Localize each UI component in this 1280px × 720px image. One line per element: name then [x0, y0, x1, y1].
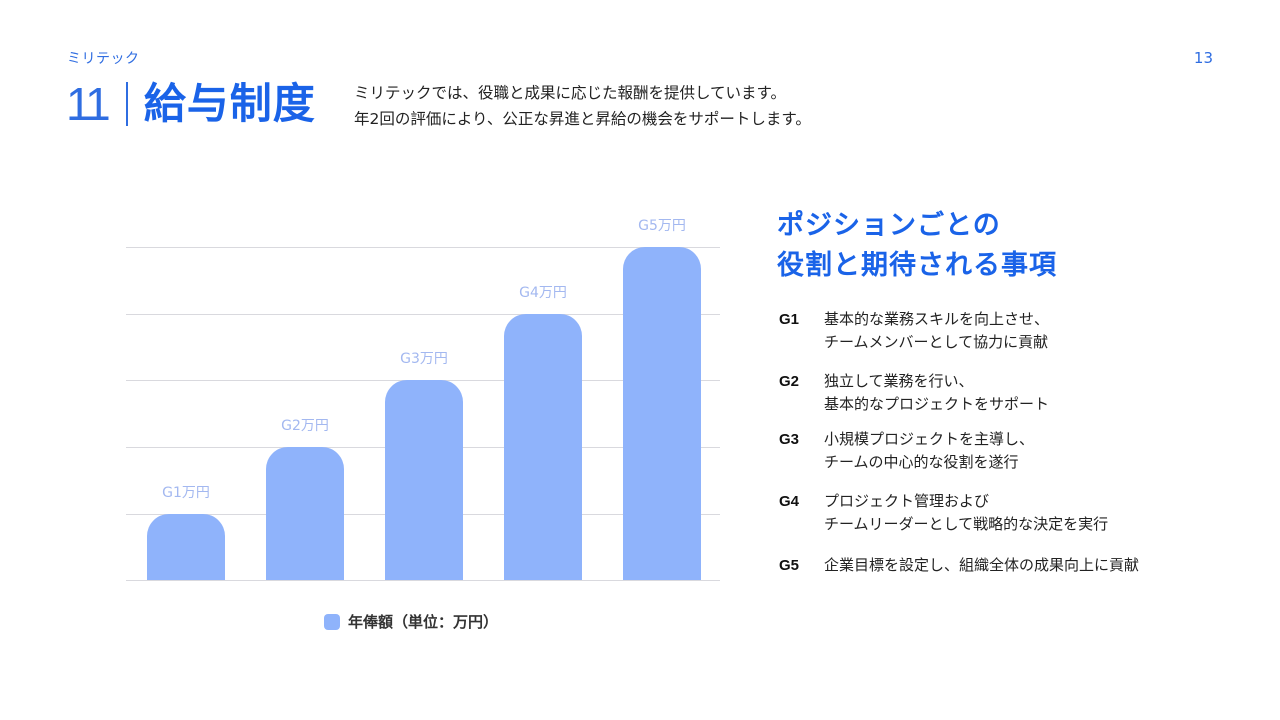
bar-label-g5: G5万円 [638, 218, 686, 234]
page-number: 13 [1193, 49, 1213, 67]
lead-text: ミリテックでは、役職と成果に応じた報酬を提供しています。 年2回の評価により、公… [354, 80, 811, 132]
role-item-g5: G5 企業目標を設定し、組織全体の成果向上に貢献 [779, 554, 1139, 577]
section-heading: 11 給与制度 [66, 76, 316, 132]
role-item-g3: G3 小規模プロジェクトを主導し、 チームの中心的な役割を遂行 [779, 428, 1034, 474]
role-line: 基本的な業務スキルを向上させ、 [824, 310, 1050, 328]
section-number: 11 [66, 78, 111, 130]
legend-swatch [324, 613, 340, 630]
bar-label-g3: G3万円 [400, 351, 448, 367]
gridline [126, 247, 720, 248]
lead-line-2: 年2回の評価により、公正な昇進と昇給の機会をサポートします。 [354, 110, 811, 128]
role-description: 独立して業務を行い、 基本的なプロジェクトをサポート [824, 370, 1049, 416]
role-line: プロジェクト管理および [824, 492, 990, 510]
role-line: 独立して業務を行い、 [824, 372, 974, 390]
role-description: 小規模プロジェクトを主導し、 チームの中心的な役割を遂行 [824, 428, 1034, 474]
role-line: チームの中心的な役割を遂行 [824, 453, 1019, 471]
roles-title-line-1: ポジションごとの [777, 210, 1001, 241]
lead-line-1: ミリテックでは、役職と成果に応じた報酬を提供しています。 [354, 84, 786, 102]
bar-label-g1: G1万円 [162, 485, 210, 501]
role-description: プロジェクト管理および チームリーダーとして戦略的な決定を実行 [824, 490, 1108, 536]
bar-g4 [504, 314, 582, 580]
salary-bar-chart: G1万円 G2万円 G3万円 G4万円 G5万円 年俸額（単位：万円） [126, 218, 720, 632]
chart-legend: 年俸額（単位：万円） [324, 611, 498, 632]
role-grade: G4 [779, 493, 800, 510]
role-line: チームリーダーとして戦略的な決定を実行 [824, 515, 1109, 533]
bar-g1 [147, 514, 225, 580]
bar-label-g2: G2万円 [281, 418, 329, 434]
role-description: 企業目標を設定し、組織全体の成果向上に貢献 [824, 554, 1139, 577]
role-description: 基本的な業務スキルを向上させ、 チームメンバーとして協力に貢献 [824, 308, 1049, 354]
heading-divider [125, 82, 128, 126]
role-grade: G2 [779, 373, 800, 390]
role-line: チームメンバーとして協力に貢献 [824, 333, 1049, 351]
gridline [126, 314, 720, 315]
roles-title: ポジションごとの 役割と期待される事項 [777, 206, 1057, 286]
bar-g5 [623, 247, 701, 580]
bar-g3 [385, 380, 463, 580]
role-line: 企業目標を設定し、組織全体の成果向上に貢献 [824, 556, 1140, 574]
bar-label-g4: G4万円 [519, 285, 567, 301]
role-item-g4: G4 プロジェクト管理および チームリーダーとして戦略的な決定を実行 [779, 490, 1108, 536]
bar-g2 [266, 447, 344, 580]
role-item-g2: G2 独立して業務を行い、 基本的なプロジェクトをサポート [779, 370, 1049, 416]
baseline [126, 580, 720, 581]
role-line: 小規模プロジェクトを主導し、 [824, 430, 1035, 448]
role-grade: G5 [779, 557, 800, 574]
role-grade: G3 [779, 431, 800, 448]
section-title: 給与制度 [143, 79, 316, 128]
legend-label: 年俸額（単位：万円） [348, 613, 499, 631]
brand-label: ミリテック [67, 51, 140, 67]
role-item-g1: G1 基本的な業務スキルを向上させ、 チームメンバーとして協力に貢献 [779, 308, 1049, 354]
role-line: 基本的なプロジェクトをサポート [824, 395, 1050, 413]
roles-title-line-2: 役割と期待される事項 [777, 250, 1057, 281]
role-grade: G1 [779, 311, 800, 328]
